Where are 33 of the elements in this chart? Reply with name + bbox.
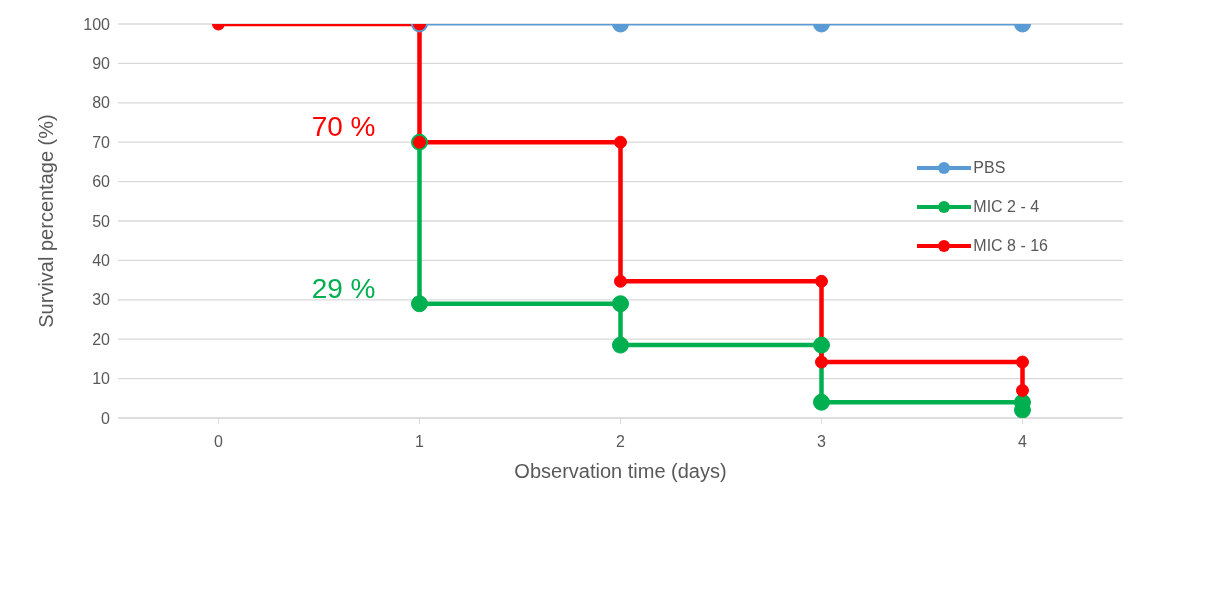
annotation: 70 %	[311, 111, 376, 143]
x-axis-title: Observation time (days)	[514, 460, 727, 482]
x-tick-label: 3	[817, 433, 827, 451]
point	[1016, 355, 1029, 369]
legend-label: MIC 2 - 4	[973, 197, 1040, 216]
y-tick-label: 70	[92, 133, 111, 151]
y-tick-label: 30	[92, 291, 111, 309]
y-tick-label: 90	[92, 55, 111, 73]
x-tick-label: 2	[616, 433, 626, 451]
x-tick-label: 4	[1018, 433, 1028, 451]
y-tick-label: 100	[83, 15, 111, 33]
y-tick-label: 10	[92, 370, 111, 388]
point	[1016, 383, 1029, 397]
y-tick-label: 50	[92, 212, 111, 230]
point	[815, 274, 828, 288]
point	[612, 295, 629, 313]
legend-label: PBS	[973, 158, 1006, 177]
y-tick-label: 80	[92, 94, 111, 112]
y-tick-label: 40	[92, 252, 111, 270]
point	[815, 355, 828, 369]
y-tick-label: 60	[92, 173, 111, 191]
annotation: 29 %	[311, 272, 376, 304]
x-tick-label: 1	[415, 433, 425, 451]
point	[411, 295, 428, 313]
y-axis-title: Survival percentage (%)	[35, 114, 58, 328]
point	[813, 393, 830, 411]
x-tick-label: 0	[214, 433, 224, 451]
point	[813, 336, 830, 354]
legend-label: MIC 8 - 16	[973, 236, 1048, 255]
point	[612, 336, 629, 354]
y-tick-label: 20	[92, 330, 111, 348]
point	[614, 274, 627, 288]
y-tick-label: 0	[101, 409, 111, 427]
